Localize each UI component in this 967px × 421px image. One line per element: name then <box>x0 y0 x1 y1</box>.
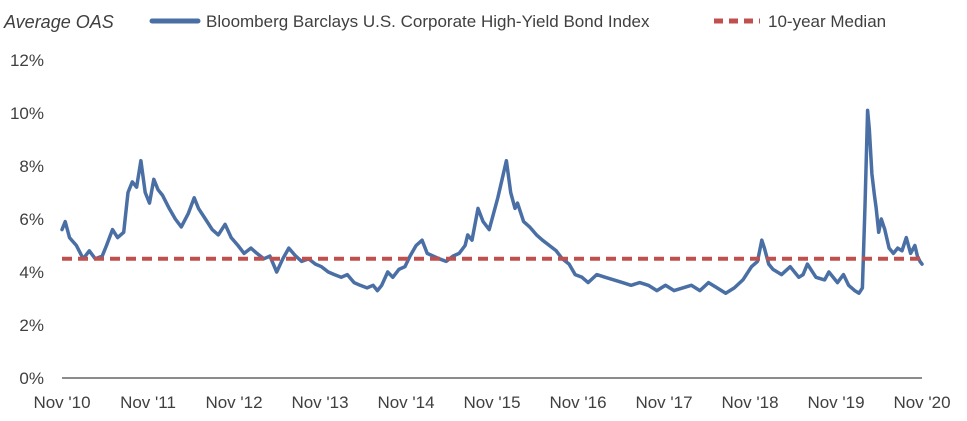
y-tick-label: 0% <box>19 369 44 388</box>
y-tick-label: 6% <box>19 210 44 229</box>
x-tick-label: Nov '19 <box>807 393 864 412</box>
x-tick-label: Nov '12 <box>205 393 262 412</box>
legend-label-median: 10-year Median <box>768 12 886 31</box>
x-tick-label: Nov '10 <box>33 393 90 412</box>
y-tick-label: 8% <box>19 157 44 176</box>
y-axis-ticks: 0% 2% 4% 6% 8% 10% 12% <box>10 51 44 388</box>
legend: Bloomberg Barclays U.S. Corporate High-Y… <box>149 12 886 31</box>
y-tick-label: 10% <box>10 104 44 123</box>
y-axis-title: Average OAS <box>3 12 114 32</box>
x-tick-label: Nov '20 <box>893 393 950 412</box>
x-tick-label: Nov '13 <box>291 393 348 412</box>
x-tick-label: Nov '14 <box>377 393 434 412</box>
x-tick-label: Nov '16 <box>549 393 606 412</box>
x-tick-label: Nov '18 <box>721 393 778 412</box>
plot-area <box>60 108 924 295</box>
y-tick-label: 4% <box>19 263 44 282</box>
x-tick-label: Nov '15 <box>463 393 520 412</box>
y-tick-label: 2% <box>19 316 44 335</box>
x-tick-label: Nov '11 <box>120 393 176 412</box>
x-axis-ticks: Nov '10 Nov '11 Nov '12 Nov '13 Nov '14 Nov '… <box>33 393 950 412</box>
series-line-index <box>60 108 924 295</box>
y-tick-label: 12% <box>10 51 44 70</box>
legend-label-index: Bloomberg Barclays U.S. Corporate High-Y… <box>206 12 650 31</box>
x-tick-label: Nov '17 <box>635 393 692 412</box>
